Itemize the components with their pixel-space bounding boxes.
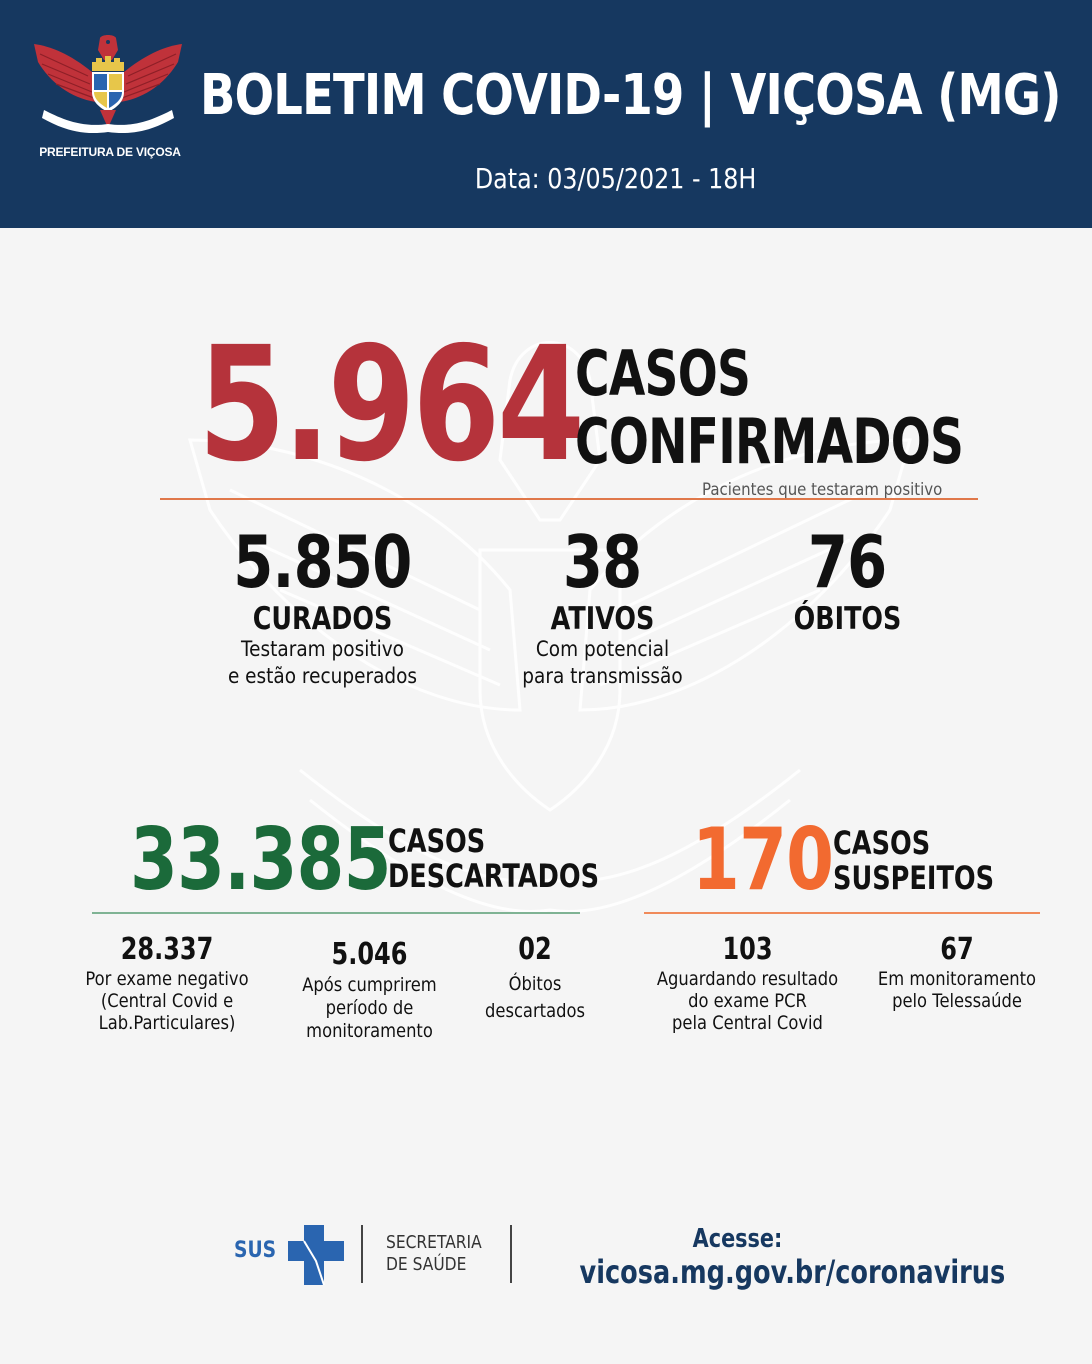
website-link[interactable]: vicosa.mg.gov.br/coronavirus xyxy=(579,1253,1006,1291)
access-label: Acesse: xyxy=(692,1224,783,1254)
stat-desc: Testaram positivo xyxy=(241,637,404,661)
sus-cross-icon xyxy=(288,1225,344,1285)
stat-desc: para transmissão xyxy=(522,664,683,688)
footer-separator xyxy=(361,1225,363,1283)
confirmed-cases-subtitle: Pacientes que testaram positivo xyxy=(702,480,943,500)
sus-logo-text: SUS xyxy=(234,1238,277,1263)
page-title: BOLETIM COVID-19 | VIÇOSA (MG) xyxy=(200,63,1061,128)
access-website: Acesse: vicosa.mg.gov.br/coronavirus xyxy=(540,1224,1006,1291)
discarded-breakdown-monitoring: 5.046 Após cumprirem período de monitora… xyxy=(302,937,437,1042)
divider-confirmed xyxy=(160,498,978,500)
divider-discarded xyxy=(92,912,580,914)
discarded-cases-label: CASOS DESCARTADOS xyxy=(388,822,600,895)
stat-value: 38 xyxy=(563,520,642,604)
stat-label: ÓBITOS xyxy=(793,601,902,637)
suspected-breakdown-telessaude: 67 Em monitoramento pelo Telessaúde xyxy=(877,932,1037,1012)
stat-ativos: 38 ATIVOS Com potencial para transmissão xyxy=(490,522,715,690)
report-date: Data: 03/05/2021 - 18H xyxy=(475,162,757,195)
divider-suspected xyxy=(644,912,1040,914)
stat-desc: Com potencial xyxy=(535,637,670,661)
eagle-watermark-icon xyxy=(188,341,912,913)
footer-separator xyxy=(510,1225,512,1283)
stat-value: 5.850 xyxy=(233,520,412,604)
suspected-breakdown-pcr: 103 Aguardando resultado do exame PCR pe… xyxy=(656,932,839,1034)
stat-label: ATIVOS xyxy=(550,601,655,637)
suspected-cases-label: CASOS SUSPEITOS xyxy=(833,824,995,897)
header-banner: PREFEITURA DE VIÇOSA BOLETIM COVID-19 | … xyxy=(0,0,1092,228)
confirmed-cases-value: 5.964 xyxy=(198,313,585,497)
discarded-breakdown-deaths: 02 Óbitos descartados xyxy=(485,932,585,1022)
stat-desc: e estão recuperados xyxy=(227,664,418,688)
coat-of-arms-eagle-icon xyxy=(34,35,182,134)
confirmed-cases-label: CASOS CONFIRMADOS xyxy=(575,337,964,478)
stat-obitos: 76 ÓBITOS xyxy=(770,522,925,636)
stat-value: 76 xyxy=(808,520,887,604)
stat-curados: 5.850 CURADOS Testaram positivo e estão … xyxy=(190,522,455,690)
discarded-breakdown-negative: 28.337 Por exame negativo (Central Covid… xyxy=(85,932,249,1034)
stat-label: CURADOS xyxy=(252,601,393,637)
suspected-cases-value: 170 xyxy=(692,810,834,910)
discarded-cases-value: 33.385 xyxy=(130,810,391,910)
secretaria-saude-label: SECRETARIA DE SAÚDE xyxy=(386,1232,482,1275)
logo-caption: PREFEITURA DE VIÇOSA xyxy=(39,145,181,159)
